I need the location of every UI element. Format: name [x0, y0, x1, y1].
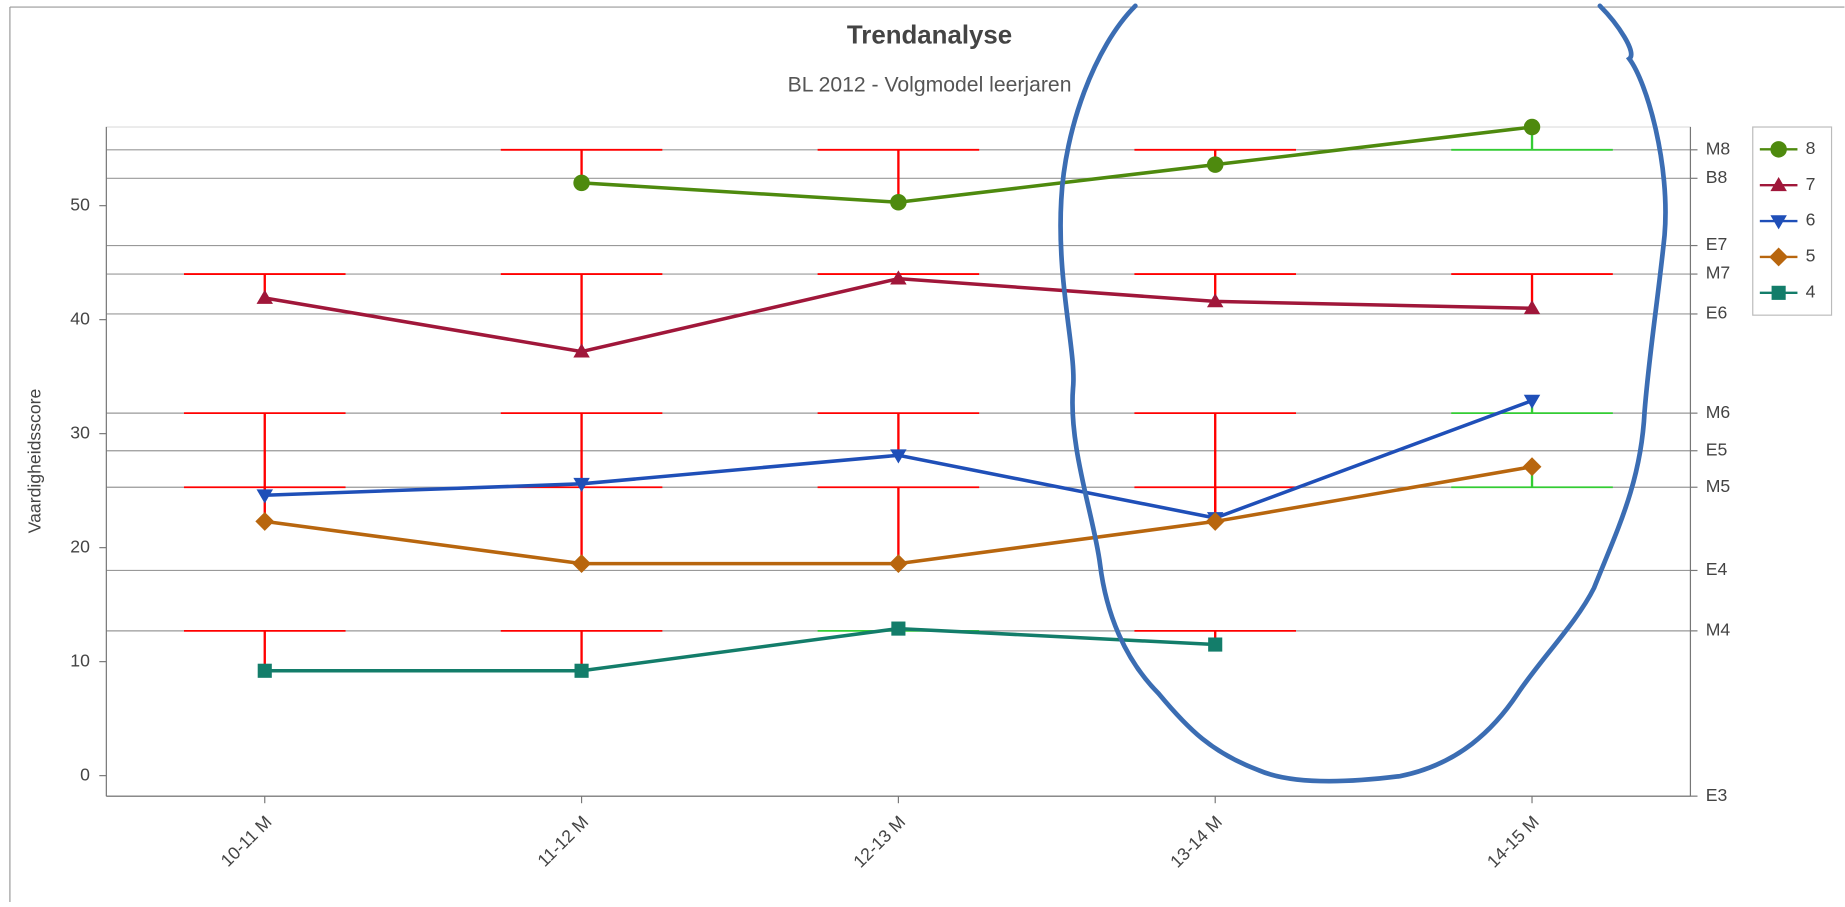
- legend-label: 4: [1806, 281, 1816, 301]
- data-point: [1208, 637, 1223, 652]
- data-point: [888, 554, 908, 574]
- x-tick-label: 10-11 M: [217, 812, 276, 871]
- data-point: [257, 663, 272, 678]
- y-tick-label: 0: [80, 764, 90, 784]
- y-tick-label: 40: [70, 308, 90, 328]
- x-tick-label: 13-14 M: [1166, 812, 1226, 872]
- y-tick-label: 30: [70, 422, 90, 442]
- y-tick-label: 50: [70, 194, 90, 214]
- x-tick-label: 12-13 M: [849, 812, 909, 872]
- data-point: [572, 554, 591, 574]
- chart-title: Trendanalyse: [847, 21, 1012, 49]
- y2-tick-label: M5: [1706, 476, 1731, 496]
- y-tick-label: 10: [70, 650, 90, 670]
- data-point: [1522, 457, 1542, 477]
- y2-tick-label: M4: [1706, 620, 1731, 640]
- y2-tick-label: M6: [1706, 402, 1731, 422]
- y2-tick-label: E7: [1706, 234, 1728, 254]
- legend-label: 8: [1806, 138, 1816, 158]
- legend-marker: [1770, 141, 1787, 158]
- y2-tick-label: E5: [1706, 439, 1728, 459]
- data-point: [1206, 293, 1224, 308]
- legend-marker: [1770, 215, 1787, 230]
- series-line: [264, 626, 1216, 673]
- legend-marker: [1771, 285, 1786, 300]
- y2-tick-label: M8: [1706, 138, 1731, 158]
- data-point: [574, 663, 589, 678]
- data-point: [256, 289, 273, 304]
- annotation-circle: [1058, 3, 1668, 784]
- data-point: [256, 489, 273, 504]
- data-point: [890, 449, 907, 464]
- legend-label: 6: [1806, 210, 1816, 230]
- data-point: [891, 621, 906, 636]
- data-point: [1523, 118, 1541, 136]
- data-point: [573, 343, 590, 358]
- y-tick-label: 20: [70, 536, 90, 556]
- x-tick-label: 11-12 M: [533, 812, 592, 871]
- y2-tick-label: M7: [1706, 263, 1730, 283]
- legend-label: 5: [1806, 246, 1816, 266]
- series-line: [581, 125, 1533, 205]
- y-axis-label: Vaardigheidsscore: [24, 388, 44, 533]
- legend-marker: [1770, 176, 1787, 192]
- series-line: [264, 276, 1533, 354]
- legend-label: 7: [1806, 174, 1816, 194]
- y2-tick-label: B8: [1706, 167, 1728, 187]
- data-point: [573, 477, 590, 493]
- data-point: [255, 512, 275, 531]
- data-point: [890, 194, 907, 211]
- chart-subtitle: BL 2012 - Volgmodel leerjaren: [788, 73, 1072, 96]
- y2-tick-label: E4: [1706, 559, 1728, 579]
- legend-marker: [1769, 247, 1789, 267]
- data-point: [1206, 156, 1224, 173]
- data-point: [890, 270, 907, 285]
- y2-tick-label: E6: [1706, 303, 1728, 323]
- data-point: [1523, 300, 1541, 315]
- data-point: [1523, 394, 1541, 409]
- x-tick-label: 14-15 M: [1483, 812, 1543, 872]
- y2-tick-label: E3: [1706, 785, 1728, 805]
- data-point: [573, 174, 590, 192]
